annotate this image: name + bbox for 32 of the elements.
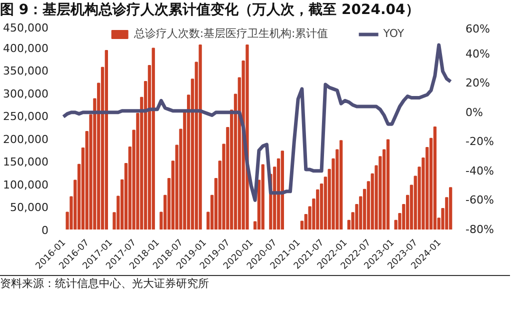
bar	[104, 50, 108, 230]
y-tick-label: 450,000	[3, 22, 49, 34]
bar	[386, 139, 390, 230]
y-tick-label: 50,000	[10, 201, 49, 214]
y2-tick-label: -80%	[466, 223, 494, 236]
chart-title: 图 9：基层机构总诊疗人次累计值变化（万人次，截至 2024.04）	[0, 0, 420, 20]
y-tick-label: 150,000	[3, 156, 49, 169]
y2-tick-label: 0%	[466, 106, 483, 119]
legend-label: 总诊疗人次数:基层医疗卫生机构:累计值	[134, 26, 328, 41]
bar	[198, 44, 202, 230]
bar	[340, 140, 343, 230]
bar	[261, 164, 264, 230]
y-tick-label: 350,000	[3, 64, 49, 78]
y2-tick-label: 20%	[466, 76, 490, 90]
bar	[449, 187, 452, 230]
y2-tick-label: 40%	[466, 47, 490, 60]
y2-tick-label: -40%	[466, 164, 494, 178]
y2-tick-label: -60%	[466, 194, 494, 207]
y2-tick-label: 60%	[466, 22, 490, 36]
y-tick-label: 250,000	[3, 110, 49, 124]
bar	[433, 126, 437, 230]
y-tick-label: 300,000	[3, 87, 49, 100]
legend-label: YOY	[383, 27, 404, 40]
y-tick-label: 0	[42, 224, 48, 237]
y-tick-label: 400,000	[3, 42, 49, 55]
y-tick-label: 100,000	[3, 178, 49, 192]
bar	[152, 48, 155, 230]
line-series	[62, 43, 452, 202]
y2-tick-label: -20%	[466, 135, 494, 148]
bar	[280, 150, 284, 230]
text: 资料来源：统计信息中心、光大证券研究所	[0, 276, 209, 292]
y-tick-label: 200,000	[3, 132, 49, 146]
